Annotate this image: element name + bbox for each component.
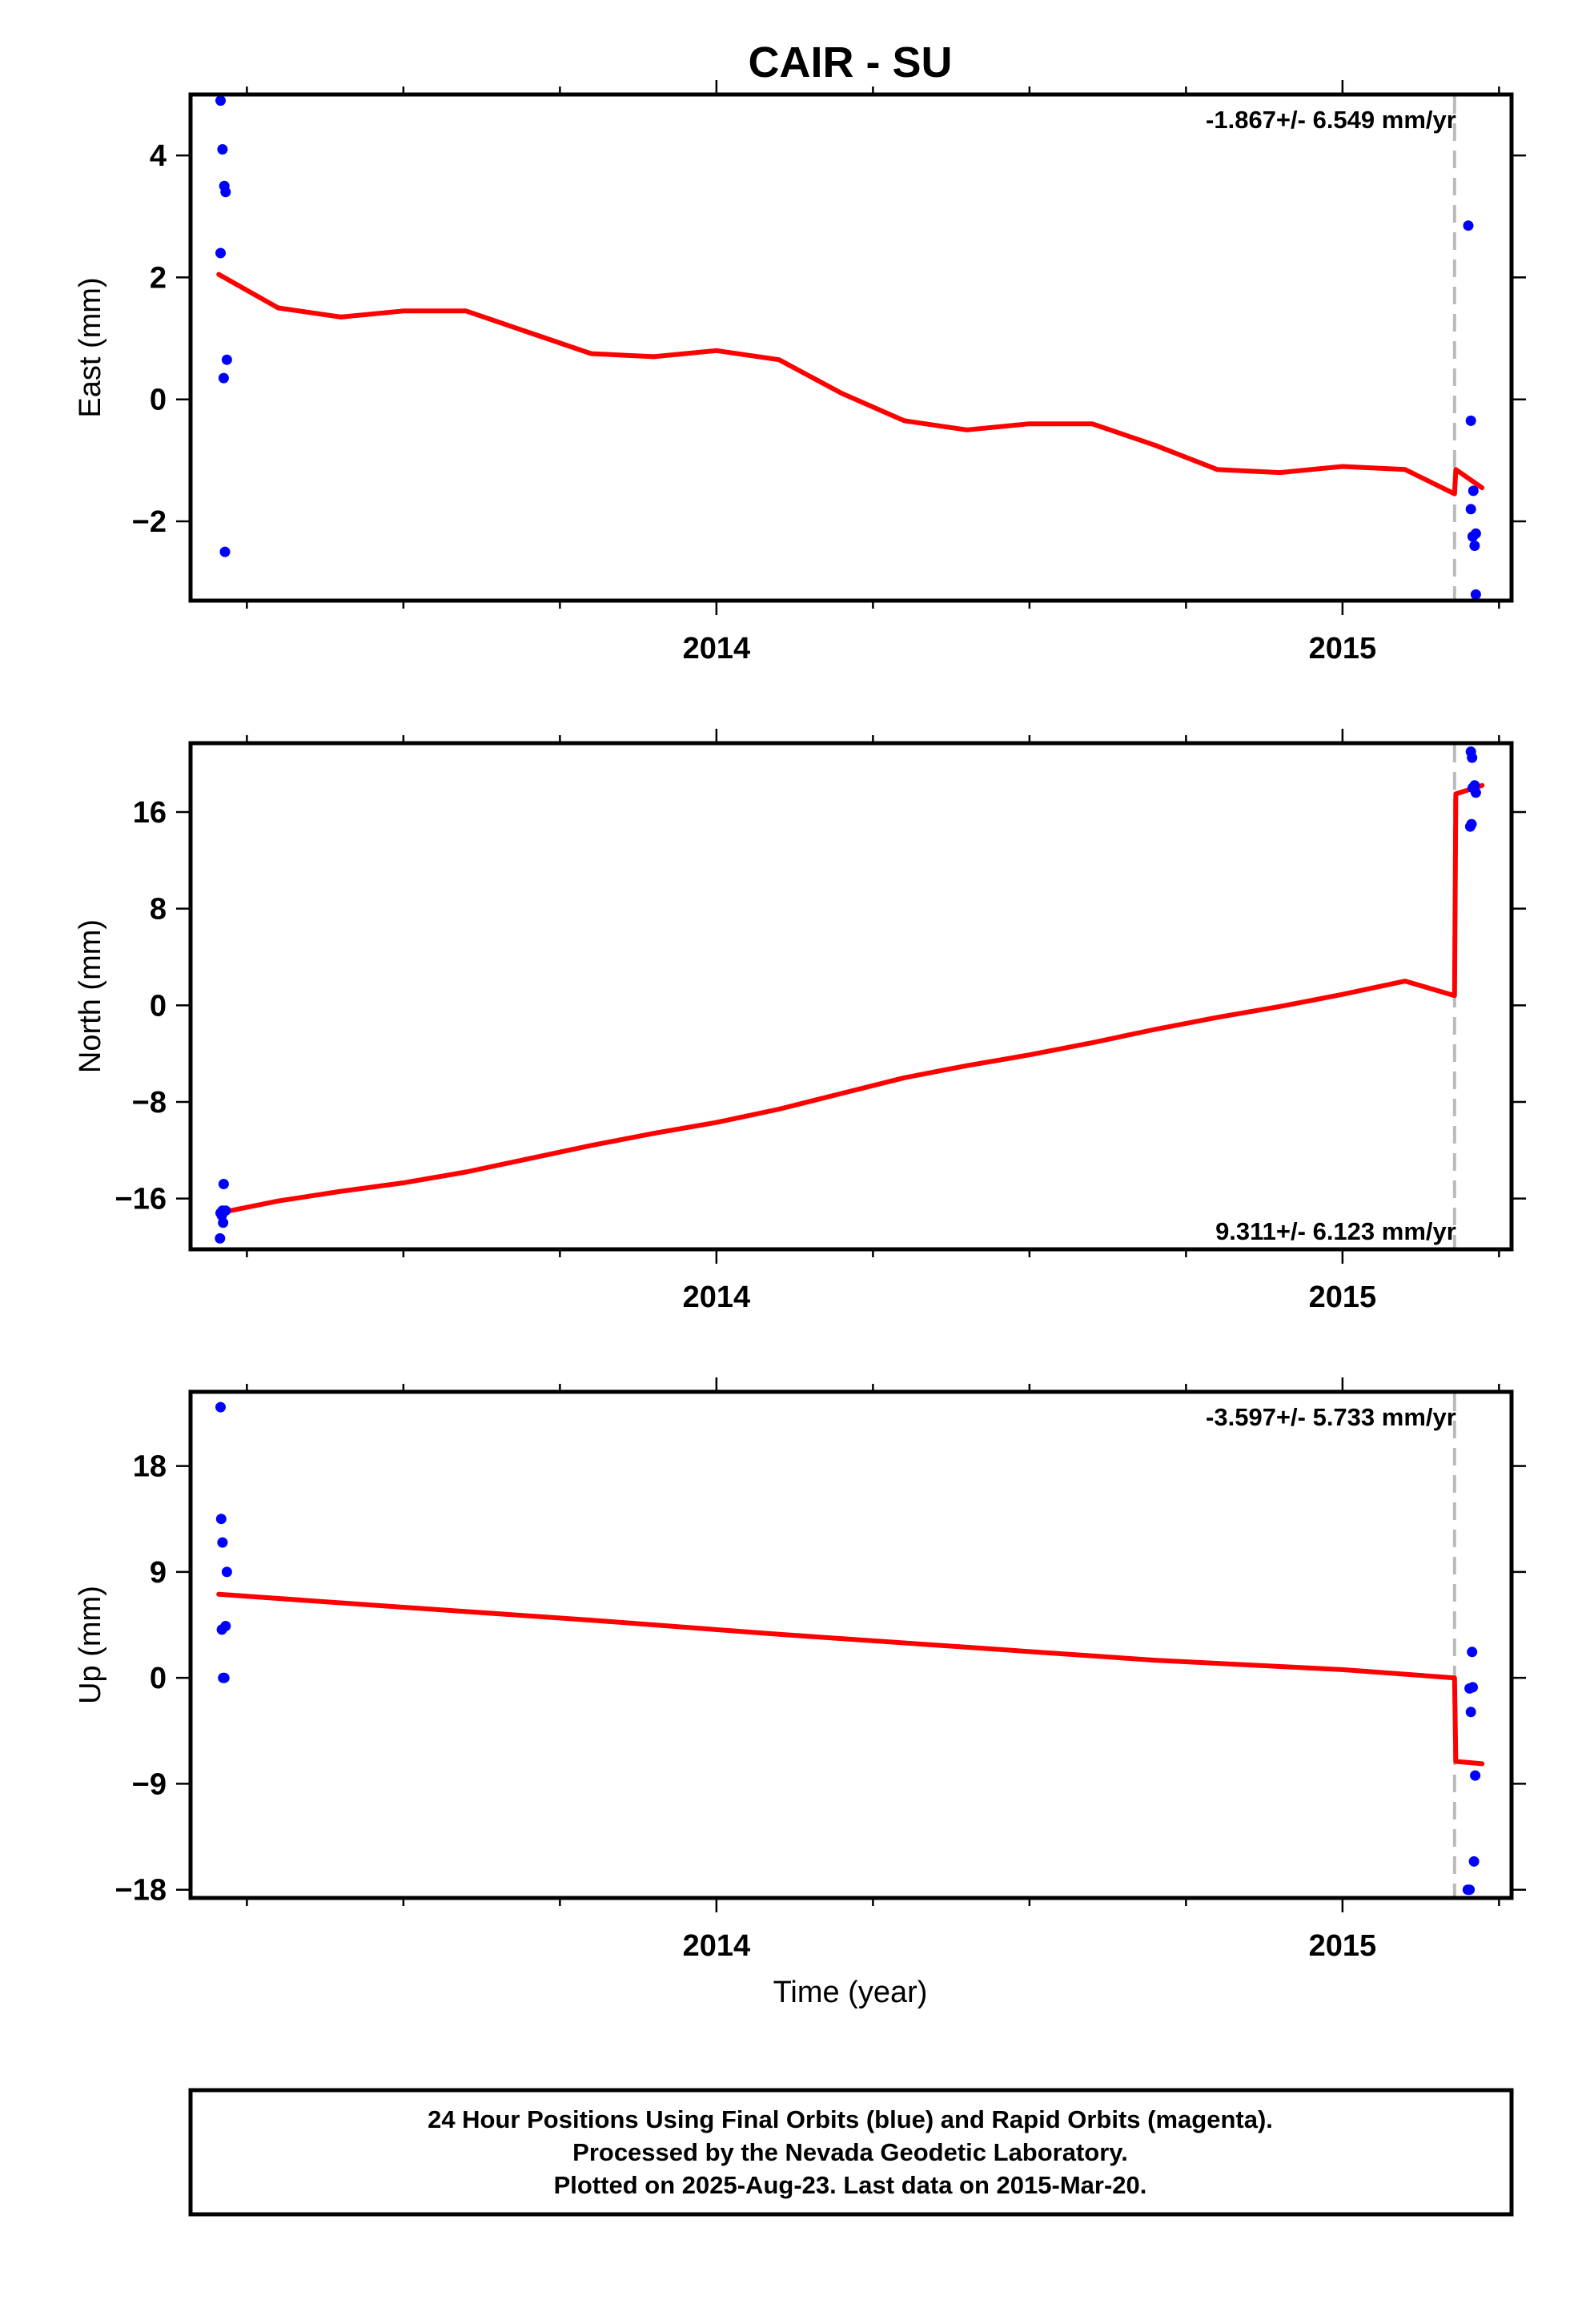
chart-title: CAIR - SU — [749, 38, 953, 86]
data-point — [220, 187, 231, 198]
x-tick-label: 2014 — [683, 632, 751, 665]
velocity-annotation: 9.311+/- 6.123 mm/yr — [1215, 1217, 1456, 1245]
data-point — [219, 546, 231, 557]
velocity-annotation: -1.867+/- 6.549 mm/yr — [1206, 106, 1456, 134]
y-tick-label: −9 — [132, 1767, 167, 1801]
footer-line-3: Plotted on 2025-Aug-23. Last data on 201… — [554, 2171, 1147, 2199]
panel-frame — [188, 1389, 1514, 1900]
up-panel: 2014 2015 −18 −9 0 9 18 Up (mm) -3.597+/- 5.733 … — [74, 1377, 1526, 1963]
y-tick-label: 0 — [150, 989, 167, 1023]
y-tick-label: −2 — [132, 505, 167, 539]
data-point — [221, 354, 232, 365]
data-point — [215, 1232, 226, 1244]
footer-frame — [188, 2088, 1514, 2217]
model-curve — [216, 1591, 1485, 1767]
data-point — [1468, 485, 1479, 497]
data-point — [1467, 752, 1478, 763]
data-point — [218, 1179, 229, 1189]
y-tick-label: 16 — [133, 796, 167, 830]
data-point — [1467, 1647, 1478, 1658]
y-tick-label: 0 — [150, 1662, 167, 1695]
y-tick-label: 2 — [150, 261, 167, 295]
east-panel: 2014 2015 −2 0 2 4 East (mm) -1.867+/- 6.549 mm… — [74, 80, 1526, 665]
data-point — [1465, 415, 1476, 426]
data-point — [1470, 1770, 1481, 1781]
y-tick-label: 18 — [133, 1450, 167, 1484]
data-point — [1468, 531, 1478, 542]
data-point — [215, 247, 226, 259]
data-point — [1470, 589, 1481, 600]
y-axis-label: East (mm) — [74, 277, 107, 417]
y-tick-label: −16 — [115, 1183, 167, 1216]
footer-box: 24 Hour Positions Using Final Orbits (bl… — [188, 2088, 1514, 2217]
model-curve — [216, 782, 1485, 1216]
data-point — [218, 372, 229, 384]
y-tick-label: 8 — [150, 893, 167, 927]
y-tick-label: −18 — [115, 1874, 167, 1908]
data-point — [1468, 1856, 1480, 1867]
data-point — [220, 1621, 231, 1631]
x-tick-label: 2015 — [1309, 1929, 1377, 1963]
velocity-annotation: -3.597+/- 5.733 mm/yr — [1206, 1403, 1456, 1431]
data-point — [1463, 220, 1474, 231]
data-point — [1468, 1682, 1478, 1693]
footer-line-2: Processed by the Nevada Geodetic Laborat… — [572, 2138, 1128, 2166]
model-curve — [216, 271, 1485, 497]
y-tick-label: 0 — [150, 384, 167, 417]
y-axis-label: North (mm) — [74, 919, 107, 1073]
data-point — [1465, 504, 1476, 515]
x-tick-label: 2014 — [683, 1929, 751, 1963]
footer-line-1: 24 Hour Positions Using Final Orbits (bl… — [428, 2105, 1273, 2133]
data-point — [221, 1566, 232, 1578]
data-point — [215, 95, 226, 107]
data-point — [217, 144, 228, 155]
y-tick-label: −8 — [132, 1086, 167, 1120]
x-tick-label: 2015 — [1309, 1281, 1377, 1314]
data-point — [1468, 782, 1478, 794]
panel-frame — [188, 741, 1514, 1252]
y-tick-label: 9 — [150, 1556, 167, 1590]
data-point — [216, 1210, 227, 1221]
data-point — [1466, 818, 1477, 830]
data-point — [1465, 1707, 1476, 1718]
data-point — [1464, 1884, 1476, 1896]
x-tick-label: 2015 — [1309, 632, 1377, 665]
panel-frame — [188, 92, 1514, 603]
north-panel: 2014 2015 −16 −8 0 8 16 North (mm) 9.311+/- 6.12… — [74, 729, 1526, 1314]
y-axis-label: Up (mm) — [74, 1586, 107, 1704]
data-point — [215, 1401, 226, 1413]
data-point — [1469, 541, 1480, 551]
x-tick-label: 2014 — [683, 1281, 751, 1314]
data-point — [217, 1537, 228, 1548]
data-point — [219, 1672, 230, 1683]
data-point — [215, 1514, 227, 1525]
x-axis-label: Time (year) — [773, 1976, 928, 2009]
y-tick-label: 4 — [150, 139, 167, 173]
